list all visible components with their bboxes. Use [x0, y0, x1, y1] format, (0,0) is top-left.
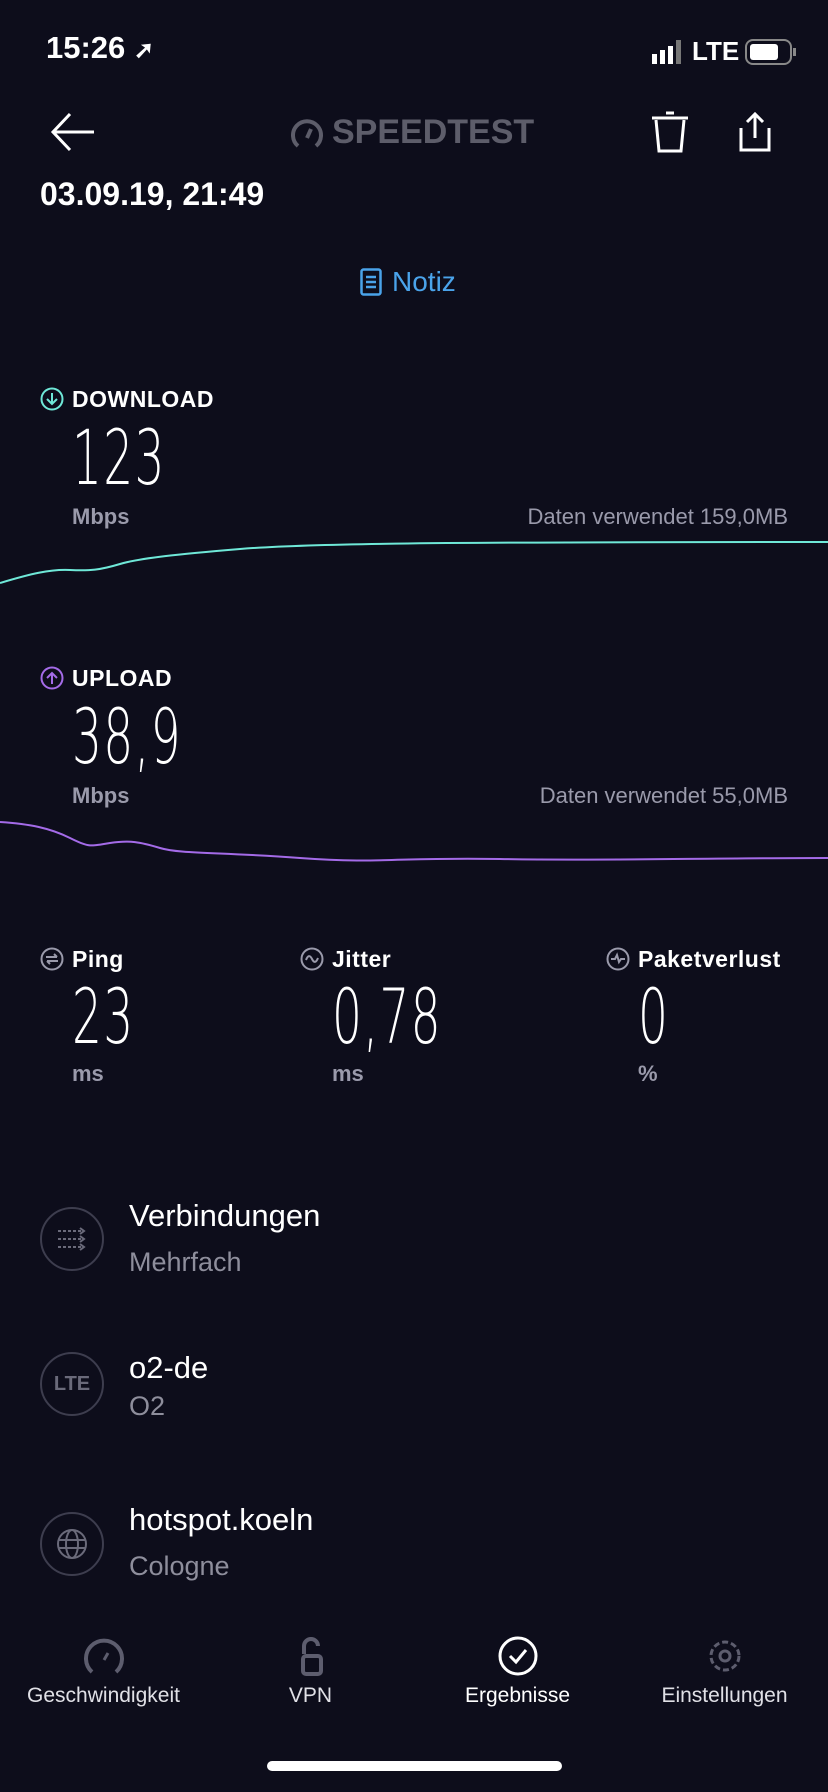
download-data-used: Daten verwendet 159,0MB — [527, 504, 789, 529]
download-line — [0, 541, 828, 584]
tab-vpn[interactable]: VPN — [207, 1636, 414, 1708]
ping-value: 23 — [72, 972, 135, 1061]
gear-icon — [709, 1640, 740, 1672]
check-circle-icon — [498, 1636, 537, 1676]
speedometer-logo-icon — [291, 118, 323, 148]
metric-ping: Ping 23 ms — [40, 945, 173, 1087]
upload-value: 38,9 — [72, 692, 182, 781]
share-button[interactable] — [738, 112, 772, 152]
lte-icon: LTE — [40, 1352, 104, 1416]
upload-graph — [0, 821, 828, 862]
upload-unit: Mbps — [72, 783, 130, 808]
upload-header: UPLOAD — [40, 665, 172, 691]
download-value: 123 — [72, 413, 166, 502]
upload-data-used: Daten verwendet 55,0MB — [539, 783, 788, 808]
provider-subtitle: O2 — [129, 1391, 166, 1421]
jitter-icon — [300, 947, 324, 971]
ping-icon — [40, 947, 64, 971]
download-graph — [0, 541, 828, 584]
ping-unit: ms — [72, 1061, 104, 1086]
delete-button[interactable] — [650, 110, 690, 154]
metric-packet-loss: Paketverlust 0 % — [606, 945, 781, 1087]
home-indicator[interactable] — [267, 1761, 562, 1771]
server-subtitle: Cologne — [129, 1551, 230, 1581]
download-icon — [40, 387, 64, 411]
connections-title: Verbindungen — [129, 1198, 321, 1233]
signal-icon — [652, 39, 681, 64]
note-icon — [360, 268, 382, 296]
unlock-icon — [300, 1637, 323, 1676]
metric-jitter: Jitter 0,78 ms — [300, 945, 509, 1087]
speedtest-logo: SPEEDTEST — [290, 113, 534, 152]
network-type: LTE — [692, 36, 740, 66]
jitter-unit: ms — [332, 1061, 364, 1086]
jitter-value: 0,78 — [332, 972, 442, 1061]
connections-icon — [40, 1207, 104, 1271]
packet-loss-value: 0 — [638, 972, 670, 1061]
packet-loss-unit: % — [638, 1061, 658, 1086]
connections-subtitle: Mehrfach — [129, 1247, 242, 1277]
globe-icon — [40, 1512, 104, 1576]
server-title: hotspot.koeln — [129, 1502, 314, 1537]
packet-loss-icon — [606, 947, 630, 971]
speedometer-icon — [83, 1638, 124, 1674]
upload-icon — [40, 666, 64, 690]
battery-icon — [745, 38, 797, 65]
download-unit: Mbps — [72, 504, 130, 529]
note-button[interactable]: Notiz — [360, 266, 456, 298]
test-date: 03.09.19, 21:49 — [40, 176, 265, 212]
tab-ergebnisse[interactable]: Ergebnisse — [414, 1636, 621, 1708]
status-indicators: LTE — [652, 36, 797, 67]
tab-geschwindigkeit[interactable]: Geschwindigkeit — [0, 1636, 207, 1708]
back-button[interactable] — [50, 112, 96, 152]
location-icon: ➚ — [133, 37, 155, 64]
download-header: DOWNLOAD — [40, 386, 214, 412]
upload-line — [0, 821, 828, 862]
provider-title: o2-de — [129, 1350, 209, 1385]
tab-einstellungen[interactable]: Einstellungen — [621, 1636, 828, 1708]
status-time: 15:26 ➚ — [46, 30, 155, 65]
